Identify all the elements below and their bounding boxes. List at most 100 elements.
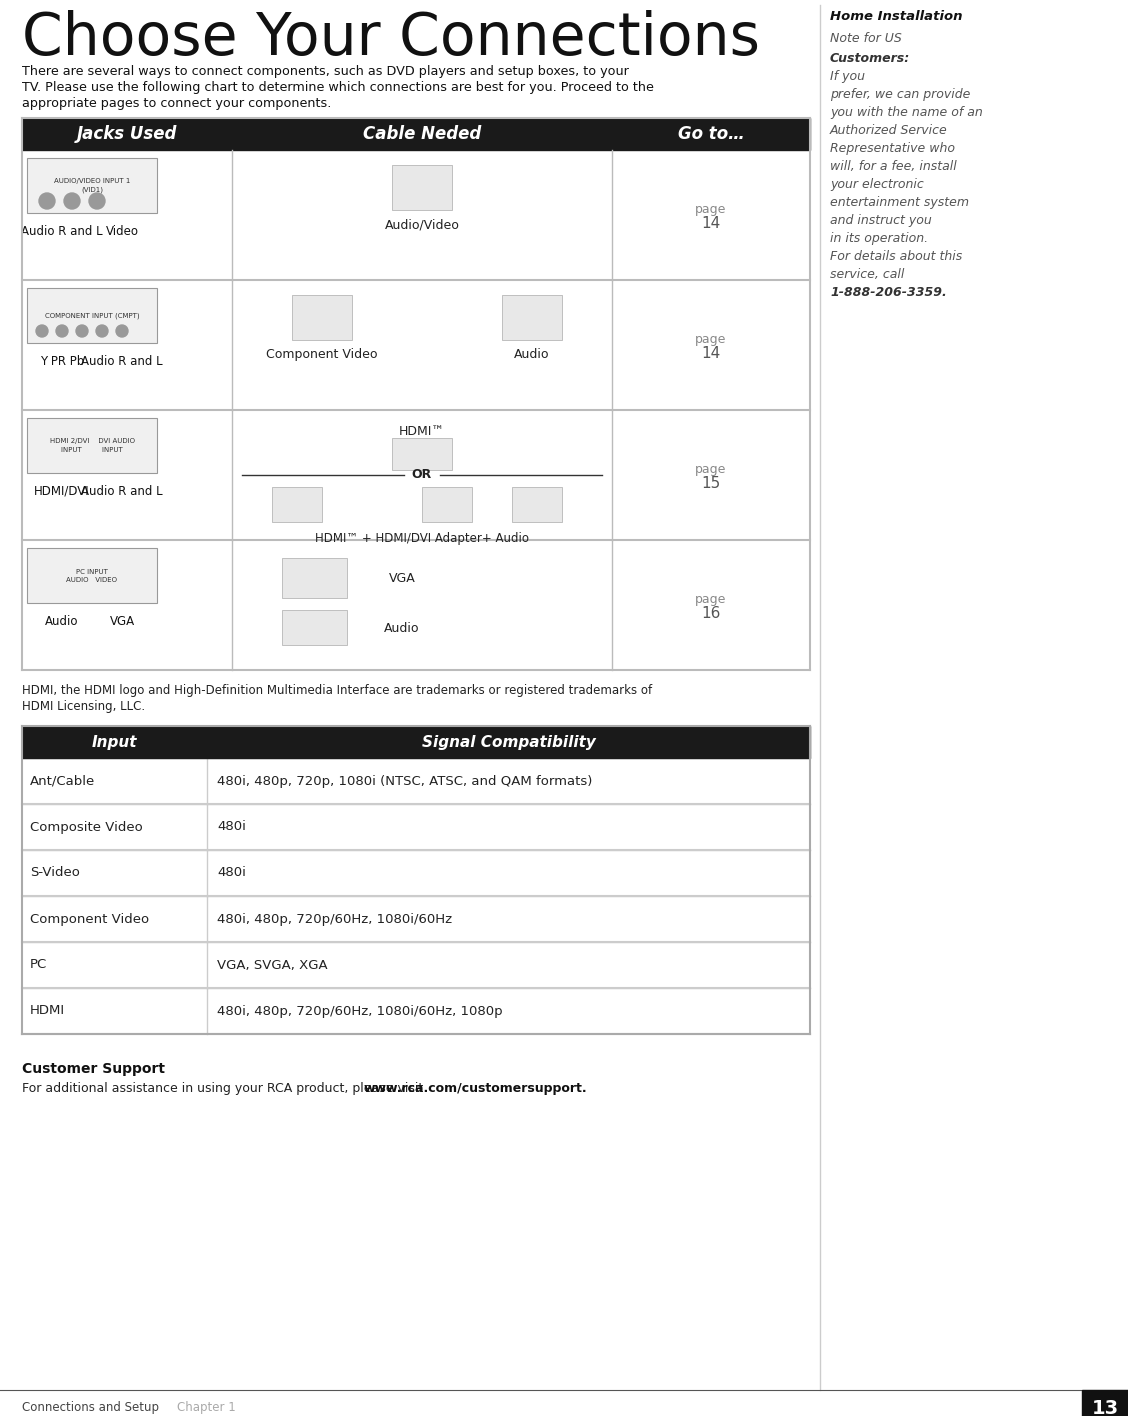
- Circle shape: [39, 193, 55, 210]
- Text: TV. Please use the following chart to determine which connections are best for y: TV. Please use the following chart to de…: [23, 81, 654, 93]
- Text: There are several ways to connect components, such as DVD players and setup boxe: There are several ways to connect compon…: [23, 65, 629, 78]
- Text: Connections and Setup: Connections and Setup: [23, 1402, 159, 1415]
- Text: PC: PC: [30, 959, 47, 971]
- Text: For additional assistance in using your RCA product, please visit: For additional assistance in using your …: [23, 1082, 428, 1095]
- Text: Audio/Video: Audio/Video: [385, 218, 459, 231]
- Text: HDMI 2/DVI    DVI AUDIO
INPUT         INPUT: HDMI 2/DVI DVI AUDIO INPUT INPUT: [50, 439, 134, 453]
- Text: in its operation.: in its operation.: [830, 232, 928, 245]
- Bar: [272, 487, 321, 523]
- Text: 13: 13: [1092, 1399, 1119, 1416]
- Text: HDMI Licensing, LLC.: HDMI Licensing, LLC.: [23, 700, 146, 714]
- Text: Audio: Audio: [45, 615, 79, 629]
- Text: Audio: Audio: [385, 622, 420, 634]
- Text: 480i, 480p, 720p/60Hz, 1080i/60Hz, 1080p: 480i, 480p, 720p/60Hz, 1080i/60Hz, 1080p: [217, 1004, 503, 1018]
- Text: HDMI/DVI: HDMI/DVI: [34, 486, 90, 498]
- Text: prefer, we can provide: prefer, we can provide: [830, 88, 970, 101]
- Circle shape: [64, 193, 80, 210]
- Bar: [393, 166, 452, 210]
- Text: AUDIO/VIDEO INPUT 1
(VID1): AUDIO/VIDEO INPUT 1 (VID1): [54, 178, 130, 193]
- Text: 16: 16: [702, 606, 721, 620]
- Text: Component Video: Component Video: [30, 912, 149, 926]
- Text: Note for US: Note for US: [830, 33, 901, 45]
- Text: Go to…: Go to…: [678, 125, 744, 143]
- Circle shape: [116, 326, 127, 337]
- Text: Y PR Pb: Y PR Pb: [39, 355, 85, 368]
- Text: Audio R and L: Audio R and L: [21, 225, 103, 238]
- Text: Ant/Cable: Ant/Cable: [30, 775, 95, 787]
- Circle shape: [36, 326, 49, 337]
- Text: VGA: VGA: [389, 572, 415, 585]
- Bar: [27, 159, 157, 212]
- Bar: [282, 558, 347, 598]
- Text: HDMI: HDMI: [30, 1004, 65, 1018]
- Text: Customer Support: Customer Support: [23, 1062, 165, 1076]
- Text: OR: OR: [412, 469, 432, 481]
- Bar: [23, 726, 810, 758]
- Text: page: page: [695, 592, 726, 606]
- Text: page: page: [695, 333, 726, 346]
- Text: VGA: VGA: [109, 615, 134, 629]
- Text: Representative who: Representative who: [830, 142, 955, 154]
- Text: 1-888-206-3359.: 1-888-206-3359.: [830, 286, 946, 299]
- Text: and instruct you: and instruct you: [830, 214, 932, 227]
- Text: your electronic: your electronic: [830, 178, 924, 191]
- Text: entertainment system: entertainment system: [830, 195, 969, 210]
- Text: VGA, SVGA, XGA: VGA, SVGA, XGA: [217, 959, 327, 971]
- Text: Chapter 1: Chapter 1: [177, 1402, 236, 1415]
- Bar: [292, 295, 352, 340]
- Text: HDMI™ + HDMI/DVI Adapter+ Audio: HDMI™ + HDMI/DVI Adapter+ Audio: [315, 532, 529, 545]
- Text: 15: 15: [702, 476, 721, 490]
- Text: Customers:: Customers:: [830, 52, 910, 65]
- Circle shape: [96, 326, 108, 337]
- Bar: [23, 411, 810, 539]
- Text: Cable Neded: Cable Neded: [363, 125, 482, 143]
- Text: If you: If you: [830, 69, 865, 84]
- Bar: [422, 487, 472, 523]
- Text: Composite Video: Composite Video: [30, 820, 143, 834]
- Text: HDMI, the HDMI logo and High-Definition Multimedia Interface are trademarks or r: HDMI, the HDMI logo and High-Definition …: [23, 684, 652, 697]
- Text: Audio R and L: Audio R and L: [81, 355, 162, 368]
- Bar: [393, 438, 452, 470]
- Text: Jacks Used: Jacks Used: [77, 125, 177, 143]
- Text: For details about this: For details about this: [830, 251, 962, 263]
- Text: Audio: Audio: [514, 348, 549, 361]
- Text: Choose Your Connections: Choose Your Connections: [23, 10, 760, 67]
- Text: appropriate pages to connect your components.: appropriate pages to connect your compon…: [23, 98, 332, 110]
- Bar: [23, 280, 810, 411]
- Bar: [512, 487, 562, 523]
- Text: you with the name of an: you with the name of an: [830, 106, 982, 119]
- Bar: [23, 539, 810, 670]
- Text: 480i: 480i: [217, 820, 246, 834]
- Text: 480i, 480p, 720p/60Hz, 1080i/60Hz: 480i, 480p, 720p/60Hz, 1080i/60Hz: [217, 912, 452, 926]
- Text: www.rca.com/customersupport.: www.rca.com/customersupport.: [364, 1082, 588, 1095]
- Bar: [23, 118, 810, 150]
- Text: page: page: [695, 463, 726, 476]
- Bar: [27, 287, 157, 343]
- Bar: [1082, 1391, 1128, 1416]
- Text: page: page: [695, 202, 726, 215]
- Circle shape: [76, 326, 88, 337]
- Text: 14: 14: [702, 346, 721, 361]
- Text: Video: Video: [106, 225, 139, 238]
- Text: 480i, 480p, 720p, 1080i (NTSC, ATSC, and QAM formats): 480i, 480p, 720p, 1080i (NTSC, ATSC, and…: [217, 775, 592, 787]
- Bar: [23, 150, 810, 280]
- Text: will, for a fee, install: will, for a fee, install: [830, 160, 957, 173]
- Text: Authorized Service: Authorized Service: [830, 125, 948, 137]
- Text: Signal Compatibility: Signal Compatibility: [422, 735, 596, 749]
- Text: S-Video: S-Video: [30, 867, 80, 879]
- Text: COMPONENT INPUT (CMPT): COMPONENT INPUT (CMPT): [45, 313, 140, 319]
- Circle shape: [89, 193, 105, 210]
- Bar: [282, 610, 347, 646]
- Text: service, call: service, call: [830, 268, 905, 280]
- Text: PC INPUT
AUDIO   VIDEO: PC INPUT AUDIO VIDEO: [67, 568, 117, 582]
- Text: Component Video: Component Video: [266, 348, 378, 361]
- Text: HDMI™: HDMI™: [399, 425, 444, 438]
- Bar: [502, 295, 562, 340]
- Text: Input: Input: [91, 735, 138, 749]
- Bar: [27, 548, 157, 603]
- Text: Audio R and L: Audio R and L: [81, 486, 162, 498]
- Text: 480i: 480i: [217, 867, 246, 879]
- Circle shape: [56, 326, 68, 337]
- Text: 14: 14: [702, 215, 721, 231]
- Bar: [27, 418, 157, 473]
